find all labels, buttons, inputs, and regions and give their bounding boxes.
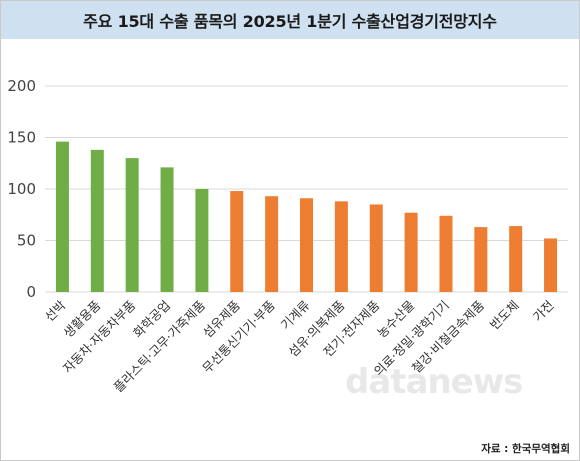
watermark-logo: datanews (345, 362, 523, 402)
title-bar: 주요 15대 수출 품목의 2025년 1분기 수출산업경기전망지수 (1, 1, 579, 39)
chart-title: 주요 15대 수출 품목의 2025년 1분기 수출산업경기전망지수 (83, 12, 497, 31)
bar (125, 158, 139, 292)
bar (334, 201, 348, 292)
bar (160, 167, 174, 292)
bar (300, 198, 313, 292)
bar (404, 212, 418, 292)
bar (195, 189, 209, 292)
bar (369, 204, 383, 292)
y-tick-label: 50 (17, 232, 36, 250)
bar (265, 196, 279, 292)
bar (90, 149, 104, 292)
bar (509, 226, 523, 292)
y-tick-label: 0 (26, 283, 36, 301)
bar (474, 227, 488, 292)
y-tick-label: 100 (7, 180, 36, 198)
bar (439, 215, 453, 292)
y-tick-label: 150 (7, 129, 36, 147)
bar (55, 141, 69, 292)
x-tick-label: 선박 (42, 297, 69, 324)
bar (230, 191, 244, 292)
y-tick-label: 200 (7, 77, 36, 95)
x-tick-label: 반도체 (487, 298, 522, 333)
source-note: 자료 : 한국무역협회 (481, 443, 570, 455)
bar (544, 238, 558, 292)
x-tick-label: 가전 (530, 298, 557, 325)
